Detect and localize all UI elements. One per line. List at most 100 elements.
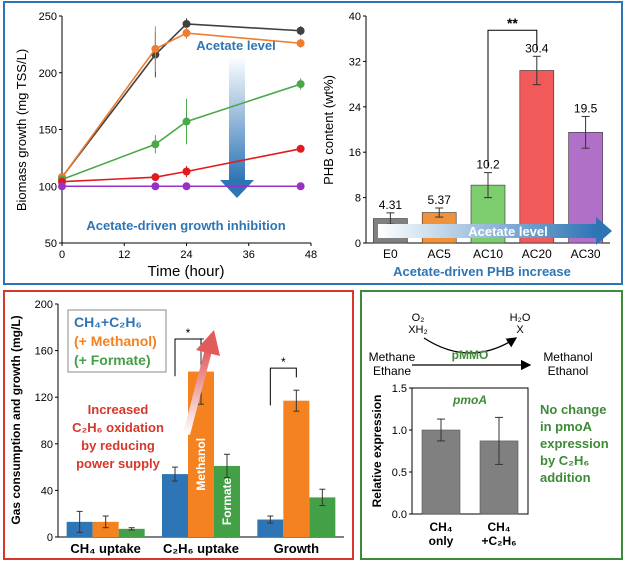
data-point — [296, 26, 305, 35]
y-axis-title: Biomass growth (mg TSS/L) — [14, 49, 29, 211]
x-tick-label: AC30 — [571, 247, 601, 261]
legend-entry: CH₄+C₂H₆ — [74, 314, 142, 330]
data-point — [182, 117, 191, 126]
series-line — [61, 32, 301, 178]
annotation-line: power supply — [76, 456, 161, 471]
bar — [283, 400, 310, 537]
enzyme-label: pMMO — [452, 348, 489, 362]
value-label: 4.31 — [379, 198, 403, 212]
value-label: 19.5 — [574, 101, 598, 115]
acetate-arrow-head — [596, 217, 612, 245]
o2-label: O₂ — [412, 312, 425, 324]
x-tick-label: 12 — [118, 249, 130, 261]
xh2-label: XH₂ — [408, 324, 428, 336]
annotation-line: expression — [540, 436, 609, 451]
y-tick-label: 16 — [349, 147, 361, 159]
y-tick-label: 50 — [45, 238, 57, 250]
h2o-label: H₂O — [510, 312, 531, 324]
y-tick-label: 0 — [47, 532, 53, 544]
product-ethanol: Ethanol — [548, 364, 589, 378]
acetate-level-label: Acetate level — [468, 224, 548, 239]
data-point — [182, 182, 191, 191]
chart-title: pmoA — [452, 393, 487, 407]
acetate-arrow-shaft — [229, 56, 245, 180]
annotation-line: by reducing — [81, 438, 155, 453]
panel-bottom-right-frame — [360, 290, 623, 560]
data-point — [151, 173, 160, 182]
data-point — [182, 167, 191, 176]
y-tick-label: 32 — [349, 56, 361, 68]
y-tick-label: 0.5 — [392, 467, 407, 479]
x-tick-label: E0 — [383, 247, 398, 261]
y-tick-label: 250 — [39, 11, 57, 23]
y-tick-label: 160 — [35, 346, 53, 358]
data-point — [151, 44, 160, 53]
x-tick-label: AC10 — [473, 247, 503, 261]
cofactor-arrow — [423, 337, 518, 354]
data-point — [182, 19, 191, 28]
bar — [92, 521, 119, 537]
x-tick-label: CH₄ — [429, 520, 452, 534]
legend-entry: (+ Methanol) — [74, 333, 157, 349]
y-tick-label: 80 — [41, 439, 53, 451]
y-tick-label: 120 — [35, 392, 53, 404]
annotation-line: Increased — [88, 402, 149, 417]
value-label: 5.37 — [428, 193, 452, 207]
data-point — [296, 80, 305, 89]
phb-chart: 0 8 16 24 32 40 PHB content (wt%) 4.31 E0 5.37 AC5… — [321, 11, 612, 279]
y-tick-label: 1.0 — [392, 425, 407, 437]
data-point — [296, 182, 305, 191]
bar — [162, 474, 188, 537]
significance-bracket — [487, 29, 538, 167]
legend-entry: (+ Formate) — [74, 352, 151, 368]
y-tick-label: 200 — [35, 299, 53, 311]
y-tick-label: 1.5 — [392, 383, 407, 395]
acetate-arrow-head — [220, 180, 254, 198]
x-label: X — [516, 324, 524, 336]
bar — [257, 519, 284, 537]
acetate-level-label: Acetate level — [196, 38, 276, 53]
annotation-arrow-shaft — [183, 349, 212, 435]
significance-bracket — [269, 367, 297, 406]
product-methanol: Methanol — [543, 350, 592, 364]
x-tick-label: AC20 — [522, 247, 552, 261]
significance-bracket — [174, 338, 202, 377]
annotation-line: addition — [540, 470, 591, 485]
y-tick-label: 0 — [355, 238, 361, 250]
biomass-chart: 50 100 150 200 250 0 12 24 36 48 Time (hour) Biomas… — [14, 11, 317, 280]
x-tick-label: CH₄ — [487, 520, 510, 534]
y-axis-title: Gas consumption and growth (mg/L) — [9, 315, 23, 524]
gas-chart: 0 40 80 120 160 200 Gas consumption and growth… — [9, 299, 344, 556]
y-tick-label: 40 — [41, 485, 53, 497]
x-tick-label: C₂H₆ uptake — [163, 541, 239, 556]
series-line — [61, 83, 301, 181]
x-tick-label: Growth — [274, 541, 320, 556]
annotation-line: by C₂H₆ — [540, 453, 589, 468]
legend-box — [67, 309, 167, 373]
substrate-methane: Methane — [369, 350, 416, 364]
annotation-line: C₂H₆ oxidation — [72, 420, 164, 435]
significance-marker: ** — [507, 15, 518, 31]
x-tick-label: AC5 — [428, 247, 452, 261]
x-tick-label: 0 — [59, 249, 65, 261]
x-tick-label: 24 — [180, 249, 192, 261]
x-tick-label: 36 — [243, 249, 255, 261]
significance-marker: * — [186, 326, 191, 340]
series-line — [61, 23, 301, 178]
plot-frame — [411, 387, 529, 515]
data-point — [151, 140, 160, 149]
bar-inner-label: Formate — [220, 477, 234, 525]
bar-inner-label: Methanol — [194, 438, 208, 491]
growth-inhibition-label: Acetate-driven growth inhibition — [86, 218, 285, 233]
annotation-line: No change — [540, 402, 606, 417]
data-point — [151, 182, 160, 191]
series-line — [61, 148, 301, 183]
bar — [519, 70, 555, 244]
y-tick-label: 200 — [39, 68, 57, 80]
phb-increase-caption: Acetate-driven PHB increase — [393, 264, 571, 279]
bar — [118, 528, 145, 537]
data-point — [296, 144, 305, 153]
significance-marker: * — [281, 355, 286, 369]
y-tick-label: 150 — [39, 125, 57, 137]
